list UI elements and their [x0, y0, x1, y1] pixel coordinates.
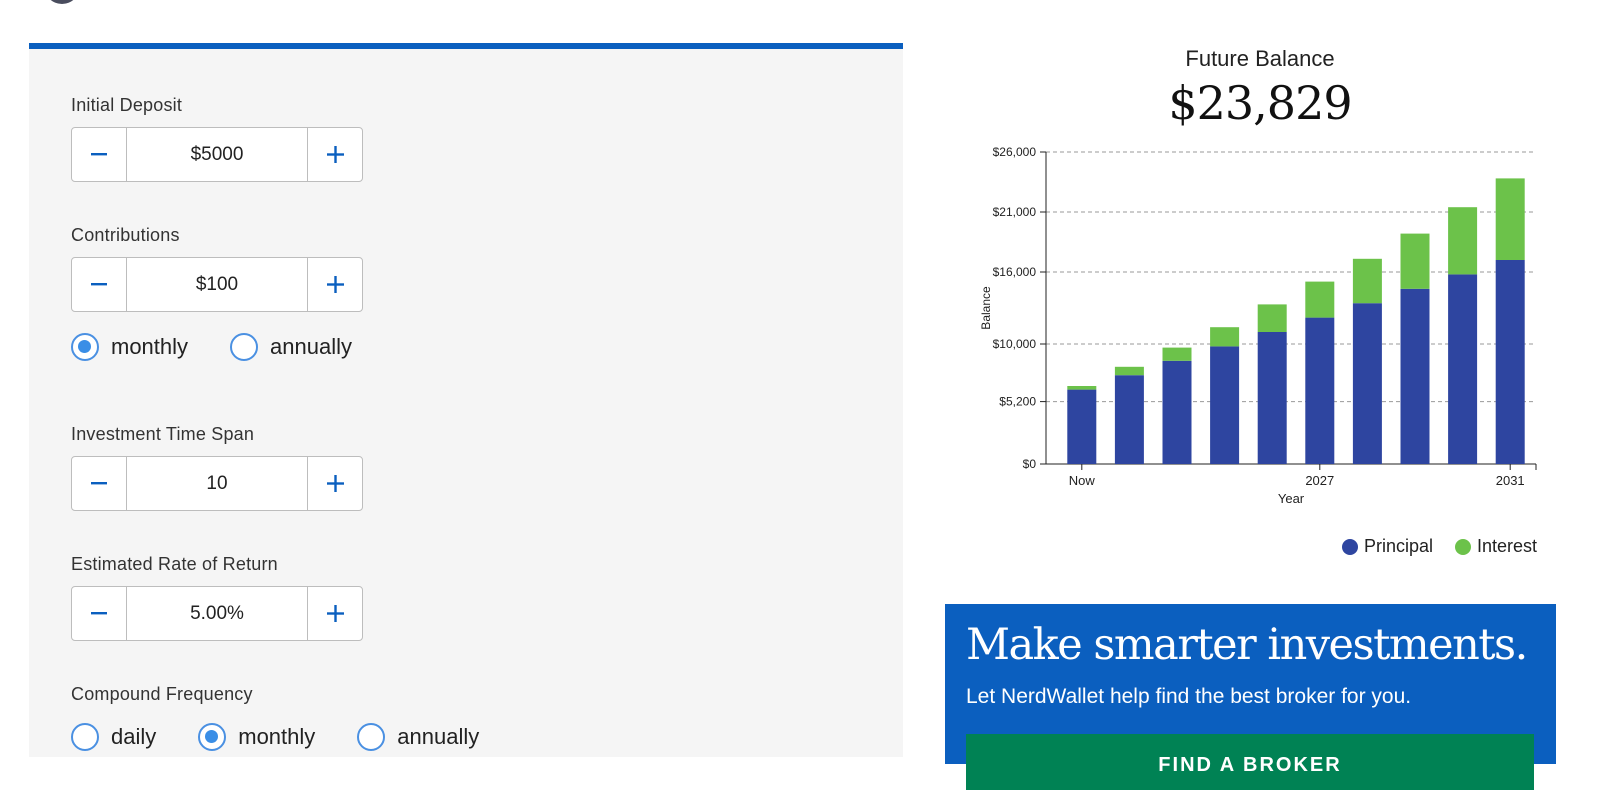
x-tick-label: 2031 [1496, 473, 1525, 488]
bar-principal [1162, 360, 1192, 464]
bar-interest [1400, 233, 1430, 289]
time-span-decrement-button[interactable] [72, 457, 127, 510]
radio-label: monthly [238, 724, 316, 749]
ad-headline: Make smarter investments. [966, 620, 1528, 670]
compound-daily-radio[interactable]: daily [71, 723, 156, 751]
y-axis-label: Balance [979, 286, 993, 330]
compound-annually-radio[interactable]: annually [357, 723, 479, 751]
calculator-form: Initial Deposit $5000 Contributions $100… [29, 43, 903, 757]
bar-interest [1257, 304, 1287, 332]
bar-principal [1257, 332, 1287, 464]
contributions-decrement-button[interactable] [72, 258, 127, 311]
rate-of-return-stepper: 5.00% [71, 586, 363, 641]
contributions-increment-button[interactable] [307, 258, 362, 311]
radio-checked-icon [198, 723, 227, 751]
rate-of-return-input[interactable]: 5.00% [190, 602, 244, 624]
compound-frequency-label: Compound Frequency [71, 684, 253, 704]
minus-icon [91, 612, 107, 615]
contributions-input[interactable]: $100 [195, 273, 239, 295]
y-tick-label: $26,000 [993, 145, 1037, 159]
contribution-monthly-radio[interactable]: monthly [71, 333, 188, 361]
x-tick-label: Now [1069, 473, 1096, 488]
plus-icon [326, 605, 344, 622]
y-tick-label: $10,000 [993, 337, 1037, 351]
radio-label: annually [270, 334, 352, 359]
bar-interest [1067, 386, 1097, 390]
bar-interest [1305, 281, 1335, 318]
radio-unchecked-icon [357, 723, 386, 751]
rate-of-return-decrement-button[interactable] [72, 587, 127, 640]
x-tick-label: 2027 [1305, 473, 1334, 488]
contributions-label: Contributions [71, 225, 180, 245]
plus-icon [326, 146, 344, 163]
radio-label: daily [111, 724, 157, 749]
bar-principal [1114, 375, 1144, 464]
principal-dot-icon [1342, 538, 1358, 555]
bar-principal [1448, 274, 1478, 464]
radio-label: annually [397, 724, 480, 749]
bar-principal [1495, 260, 1525, 464]
plus-icon [326, 276, 344, 293]
bar-interest [1448, 207, 1478, 275]
x-axis-label: Year [1278, 491, 1305, 506]
legend-label: Interest [1477, 536, 1538, 556]
bar-principal [1210, 346, 1240, 464]
radio-label: monthly [111, 334, 189, 359]
time-span-increment-button[interactable] [307, 457, 362, 510]
contribution-frequency-group: monthly annually [71, 333, 394, 361]
future-balance-amount: $23,829 [1168, 76, 1352, 130]
find-broker-button[interactable]: FIND A BROKER [966, 734, 1534, 790]
future-balance-title: Future Balance [1185, 46, 1335, 71]
contributions-stepper: $100 [71, 257, 363, 312]
minus-icon [91, 153, 107, 156]
y-tick-label: $21,000 [993, 205, 1037, 219]
bar-principal [1305, 317, 1335, 464]
bar-interest [1495, 178, 1525, 260]
ad-subtext: Let NerdWallet help find the best broker… [966, 685, 1412, 708]
bar-interest [1210, 327, 1240, 347]
y-tick-label: $16,000 [993, 265, 1037, 279]
compound-frequency-group: daily monthly annually [71, 723, 521, 751]
legend-item-interest: Interest [1455, 536, 1537, 557]
radio-checked-icon [71, 333, 99, 361]
bar-principal [1352, 303, 1382, 464]
logo[interactable] [44, 0, 80, 4]
balance-chart: $0 $5,200 $10,000 $16,000 $21,000 $26,000 Now 2… [979, 145, 1537, 506]
bar-principal [1400, 288, 1430, 464]
initial-deposit-decrement-button[interactable] [72, 128, 127, 181]
chart-legend: Principal Interest [1320, 536, 1537, 557]
time-span-label: Investment Time Span [71, 424, 255, 444]
legend-item-principal: Principal [1342, 536, 1433, 557]
bar-principal [1067, 389, 1097, 464]
contribution-annually-radio[interactable]: annually [230, 333, 352, 361]
time-span-stepper: 10 [71, 456, 363, 511]
broker-ad: Make smarter investments. Let NerdWallet… [945, 604, 1556, 790]
initial-deposit-increment-button[interactable] [307, 128, 362, 181]
initial-deposit-input[interactable]: $5000 [190, 143, 244, 165]
rate-of-return-increment-button[interactable] [307, 587, 362, 640]
interest-dot-icon [1455, 538, 1472, 555]
radio-unchecked-icon [230, 333, 259, 361]
rate-of-return-label: Estimated Rate of Return [71, 554, 278, 574]
y-tick-label: $0 [1023, 457, 1037, 471]
bar-interest [1352, 258, 1382, 304]
bar-interest [1162, 347, 1192, 361]
y-tick-label: $5,200 [999, 395, 1036, 409]
minus-icon [91, 482, 107, 485]
radio-unchecked-icon [71, 723, 99, 751]
initial-deposit-label: Initial Deposit [71, 95, 183, 115]
time-span-input[interactable]: 10 [206, 472, 228, 494]
plus-icon [326, 475, 344, 492]
initial-deposit-stepper: $5000 [71, 127, 363, 182]
minus-icon [91, 283, 107, 286]
compound-monthly-radio[interactable]: monthly [198, 723, 315, 751]
bar-interest [1114, 366, 1144, 376]
legend-label: Principal [1364, 536, 1434, 556]
